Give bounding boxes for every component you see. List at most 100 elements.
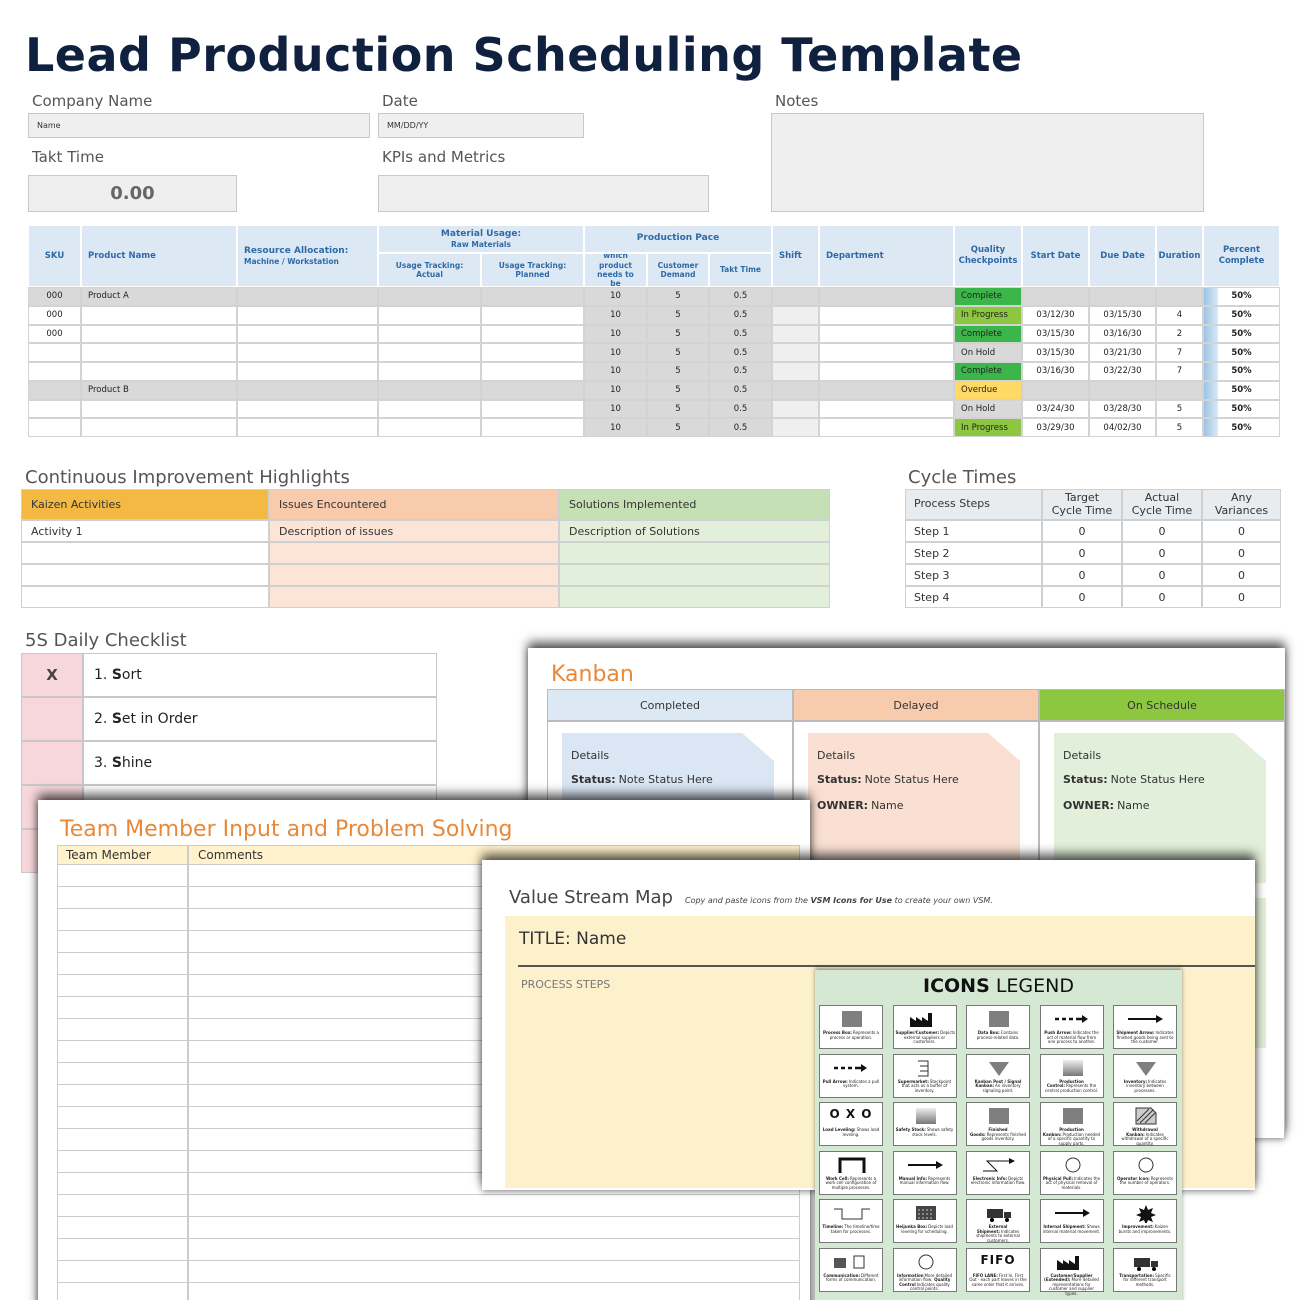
- icon-name: Finished Goods:: [969, 1127, 1008, 1137]
- table-cell: [188, 1283, 800, 1300]
- item-text: 1.: [94, 667, 112, 683]
- table-header: Process Steps: [905, 489, 1042, 520]
- header-label: Usage Tracking: Planned: [498, 260, 567, 279]
- icon-glyph: O X O: [829, 1107, 873, 1121]
- icon-tile: Shipment Arrow:Indicates finished goods …: [1113, 1005, 1177, 1049]
- icon-tile: Push Arrow:Indicates the act of material…: [1039, 1005, 1104, 1049]
- icon-graphic: [989, 1108, 1009, 1124]
- table-header: SKU: [28, 225, 81, 287]
- icon-name: Improvement:: [1121, 1224, 1154, 1229]
- header-label: Resource Allocation:: [244, 245, 349, 256]
- header-label: Quality Checkpoints: [958, 245, 1018, 266]
- icon-tile: Supermarket:Stockpoint that acts as a bu…: [892, 1053, 957, 1098]
- icon-desc: More detailed representations for custom…: [1049, 1277, 1099, 1296]
- percent-cell: 50%: [1203, 380, 1280, 400]
- table-cell: Product B: [81, 380, 237, 400]
- status-gap: Note Status Here: [618, 773, 713, 786]
- icon-name: Supplier/Customer:: [895, 1030, 940, 1035]
- icon-desc: Indicates the act of material flow from …: [1046, 1030, 1099, 1045]
- item-text: hine: [121, 755, 153, 771]
- table-cell: [819, 380, 954, 400]
- table-cell: [57, 909, 188, 931]
- sheet-title: Kanban: [551, 662, 634, 687]
- check-mark: [21, 741, 83, 785]
- table-cell: 10: [584, 399, 647, 419]
- icon-name: Inventory:: [1123, 1078, 1148, 1084]
- table-cell: 5: [1156, 418, 1203, 437]
- table-cell: [1022, 380, 1089, 400]
- icon-desc: Stockpoint that acts as a buffer of inve…: [901, 1078, 952, 1093]
- icon-caption: Shipment Arrow:Indicates finished goods …: [1116, 1030, 1174, 1045]
- header-label: Start Date: [1030, 250, 1081, 261]
- icon-caption: Supplier/Customer:Depicts external suppl…: [895, 1030, 956, 1045]
- table-cell: [772, 287, 819, 306]
- table-cell: 0: [1202, 564, 1281, 586]
- icon-graphic: [1135, 1107, 1157, 1125]
- icon-graphic: [1138, 1157, 1154, 1172]
- table-cell: 5: [1156, 399, 1203, 419]
- divider: [518, 965, 1255, 967]
- icon-tile: Finished Goods:Represents finished goods…: [966, 1102, 1030, 1146]
- table-cell: [57, 1019, 188, 1041]
- table-header: Department: [819, 225, 954, 287]
- table-cell: Description of issues: [269, 520, 559, 542]
- icon-tile: Kanban Post / Signal Kanban:An inventory…: [966, 1053, 1030, 1098]
- table-cell: 5: [647, 399, 709, 419]
- table-cell: [81, 324, 237, 344]
- table-cell: [57, 865, 188, 887]
- table-cell: [188, 1217, 800, 1239]
- table-cell: [559, 564, 830, 586]
- header-label: Product Name: [88, 250, 156, 261]
- group-label: Production Pace: [636, 233, 720, 244]
- icon-caption: External Shipment:Indicates shipments to…: [969, 1224, 1027, 1243]
- icon-desc: Indicates withdrawal of a specific quant…: [1121, 1131, 1169, 1146]
- icon-caption: Safety Stock:Shows safety stock levels.: [896, 1127, 954, 1137]
- section-title: Continuous Improvement Highlights: [25, 467, 350, 488]
- icon-name: Quality Control: [899, 1277, 951, 1287]
- table-cell: 03/15/30: [1022, 343, 1089, 362]
- icon-graphic: [918, 1254, 933, 1269]
- table-cell: Step 2: [905, 542, 1042, 564]
- icon-desc: First In, First Out - each part leaves i…: [969, 1272, 1027, 1287]
- icon-glyph: FIFO: [980, 1252, 1016, 1267]
- table-cell: [57, 1261, 188, 1283]
- icon-desc: Indicates the act of physical removal of…: [1045, 1175, 1101, 1190]
- table-cell: 7: [1156, 343, 1203, 362]
- icon-caption: Manual Info:Represents manual informatio…: [896, 1176, 954, 1186]
- icon-name: Timeline:: [822, 1224, 844, 1229]
- table-cell: [28, 418, 81, 437]
- field-label: Takt Time: [32, 148, 104, 166]
- table-cell: [81, 343, 237, 362]
- table-cell: [378, 399, 481, 419]
- table-header: Usage Tracking: Planned: [481, 253, 584, 287]
- card-owner: OWNER:Name: [1063, 799, 1150, 812]
- icon-caption: Heijunka Box:Depicts load leveling for s…: [896, 1224, 954, 1234]
- icon-tile: Production Control:Represents the centra…: [1039, 1053, 1104, 1098]
- note-text: Copy and paste icons from the: [685, 896, 811, 905]
- icon-graphic: [1136, 1061, 1156, 1076]
- note-text: VSM Icons for Use: [810, 896, 893, 905]
- table-cell: [481, 287, 584, 306]
- icon-desc: Depicts external suppliers or customers.: [903, 1030, 956, 1045]
- icon-name: Physical Pull:: [1042, 1175, 1074, 1181]
- table-cell: [57, 1239, 188, 1261]
- table-cell: 0.5: [709, 324, 772, 344]
- icon-tile: Supplier/Customer:Depicts external suppl…: [892, 1005, 957, 1049]
- table-cell: [57, 1217, 188, 1239]
- table-cell: 10: [584, 287, 647, 306]
- icon-tile: Transportation:Specific for different tr…: [1113, 1247, 1177, 1292]
- icon-caption: Pull Arrow:Indicates a pull system.: [822, 1079, 880, 1089]
- field-label: KPIs and Metrics: [382, 148, 506, 166]
- table-cell: 10: [584, 418, 647, 437]
- icon-name: Shipment Arrow:: [1116, 1030, 1155, 1035]
- icon-tile: Process Box:Represents a process or oper…: [819, 1005, 883, 1049]
- field-input: [378, 175, 709, 212]
- card-details: Details: [817, 749, 856, 762]
- table-cell: 2: [1156, 324, 1203, 344]
- icon-graphic: [989, 1011, 1009, 1027]
- table-cell: 0.5: [709, 418, 772, 437]
- icon-caption: Transportation:Specific for different tr…: [1116, 1273, 1174, 1288]
- legend-title-part: LEGEND: [989, 975, 1074, 997]
- header-label: Rate at which product needs to be comple…: [597, 253, 634, 287]
